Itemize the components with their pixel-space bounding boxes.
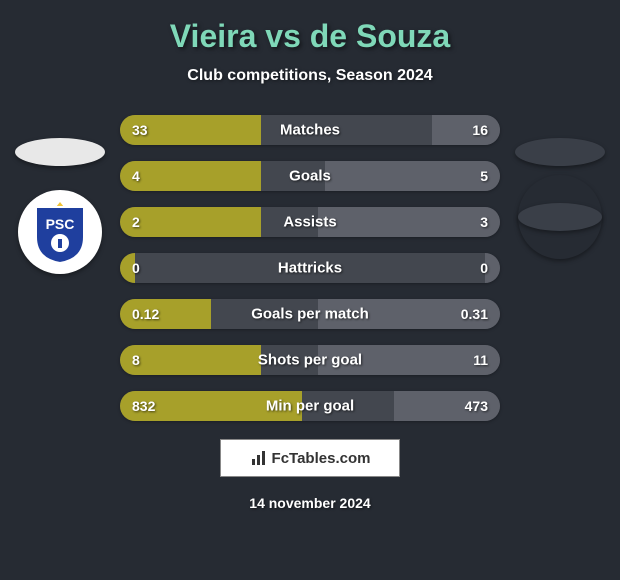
bar-left xyxy=(120,345,261,375)
stat-label: Goals xyxy=(289,168,331,185)
value-left: 33 xyxy=(132,122,148,138)
stat-row: 2 3 Assists xyxy=(120,207,500,237)
footer-date: 14 november 2024 xyxy=(0,495,620,511)
player-left-placeholder xyxy=(15,138,105,166)
bar-right xyxy=(432,115,500,145)
stat-row: 832 473 Min per goal xyxy=(120,391,500,421)
footer-logo: FcTables.com xyxy=(220,439,400,477)
value-left: 4 xyxy=(132,168,140,184)
stat-row: 4 5 Goals xyxy=(120,161,500,191)
club-right-placeholder xyxy=(518,203,602,231)
stat-rows: 33 16 Matches 4 5 Goals 2 3 Assists 0 0 Hattricks 0.… xyxy=(120,115,500,421)
stat-label: Matches xyxy=(280,122,340,139)
stat-label: Goals per match xyxy=(251,306,369,323)
stat-label: Assists xyxy=(283,214,336,231)
comparison-container: Vieira vs de Souza Club competitions, Se… xyxy=(0,0,620,580)
stat-row: 0 0 Hattricks xyxy=(120,253,500,283)
stat-row: 0.12 0.31 Goals per match xyxy=(120,299,500,329)
value-right: 5 xyxy=(480,168,488,184)
chart-icon xyxy=(250,449,268,467)
value-right: 3 xyxy=(480,214,488,230)
value-left: 0 xyxy=(132,260,140,276)
value-left: 0.12 xyxy=(132,306,159,322)
player-left-badge xyxy=(15,107,105,197)
value-right: 16 xyxy=(472,122,488,138)
stat-row: 8 11 Shots per goal xyxy=(120,345,500,375)
value-right: 473 xyxy=(465,398,488,414)
stat-row: 33 16 Matches xyxy=(120,115,500,145)
bar-right xyxy=(318,207,500,237)
bar-right xyxy=(325,161,500,191)
svg-text:PSC: PSC xyxy=(46,216,75,232)
chart-area: PSC 33 16 Matches 4 5 Goals 2 3 Assists 0 0 Hattric… xyxy=(0,115,620,421)
player-right-placeholder xyxy=(515,138,605,166)
stat-label: Hattricks xyxy=(278,260,342,277)
club-right-badge xyxy=(518,175,602,259)
bar-left xyxy=(120,161,261,191)
footer-logo-text: FcTables.com xyxy=(272,450,371,467)
stat-label: Min per goal xyxy=(266,398,354,415)
value-right: 11 xyxy=(473,352,488,368)
value-left: 832 xyxy=(132,398,155,414)
value-left: 2 xyxy=(132,214,140,230)
club-left-badge: PSC xyxy=(18,190,102,274)
shield-icon: PSC xyxy=(30,199,90,265)
value-right: 0 xyxy=(480,260,488,276)
bar-left xyxy=(120,207,261,237)
page-title: Vieira vs de Souza xyxy=(0,18,620,55)
value-left: 8 xyxy=(132,352,140,368)
page-subtitle: Club competitions, Season 2024 xyxy=(0,67,620,85)
stat-label: Shots per goal xyxy=(258,352,362,369)
value-right: 0.31 xyxy=(461,306,488,322)
